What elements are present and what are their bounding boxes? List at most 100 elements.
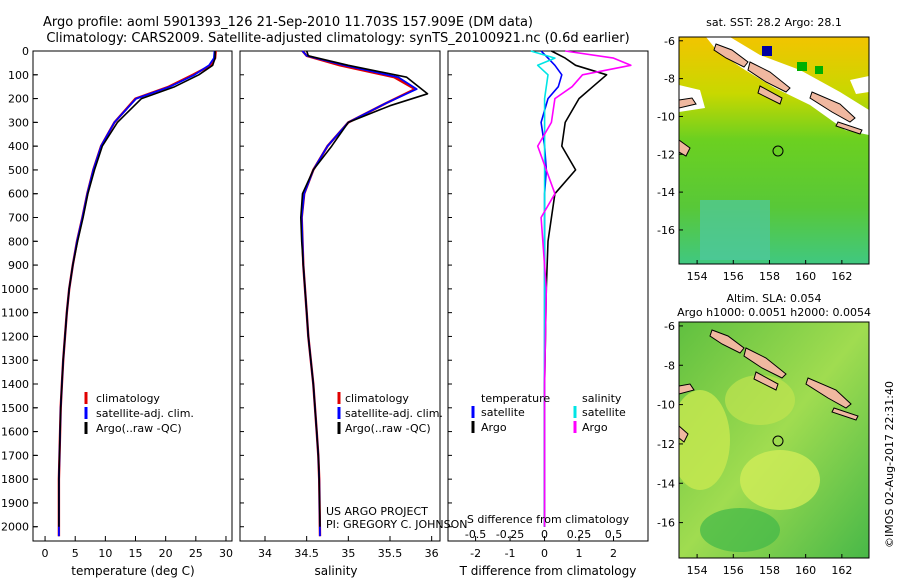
sla-map — [679, 322, 869, 558]
depth-tick-label: 1500 — [1, 402, 29, 415]
x-tick-label: 2 — [610, 547, 617, 560]
depth-tick-label: 1900 — [1, 497, 29, 510]
temperature-panel-frame — [32, 50, 233, 542]
x-tick-label: 0 — [541, 547, 548, 560]
sst-map-title: sat. SST: 28.2 Argo: 28.1 — [706, 16, 842, 29]
argo-position-marker — [772, 145, 784, 157]
depth-tick-label: 300 — [8, 116, 29, 129]
depth-tick-label: 400 — [8, 140, 29, 153]
map-y-tick-label: -12 — [657, 148, 675, 161]
x-tick-label: 35.5 — [378, 547, 403, 560]
map-y-tick-label: -16 — [657, 517, 675, 530]
map-y-tick-label: -16 — [657, 224, 675, 237]
x-tick-label: -2 — [470, 547, 481, 560]
salinity-axis-label: salinity — [314, 564, 357, 578]
sst-map-frame — [678, 36, 870, 265]
x-tick-label: -1 — [505, 547, 516, 560]
series-line-satellite-adj-clim- — [58, 50, 216, 537]
island-land — [835, 121, 863, 135]
depth-tick-label: 1200 — [1, 330, 29, 343]
map-x-tick-label: 162 — [831, 270, 852, 283]
pi-annotation: PI: GREGORY C. JOHNSON — [326, 518, 467, 531]
x-tick-label: 5 — [72, 547, 79, 560]
series-line-climatology — [57, 50, 217, 537]
series-line-s-argo — [536, 50, 632, 527]
island-land — [679, 383, 695, 395]
depth-tick-label: 1800 — [1, 473, 29, 486]
s-x-tick-label: -0.25 — [496, 528, 524, 541]
legend-label-satellite: satellite-adj. clim. — [96, 407, 194, 420]
series-line-s-satellite — [530, 50, 556, 527]
project-annotation: US ARGO PROJECT — [326, 505, 428, 518]
sla-map-frame — [678, 321, 870, 559]
map-y-tick-label: -10 — [657, 399, 675, 412]
s-x-tick-label: 0.25 — [567, 528, 592, 541]
s-difference-axis-label: S difference from climatology — [467, 513, 630, 526]
island-land — [831, 407, 859, 421]
s-x-tick-label: 0 — [541, 528, 548, 541]
salinity-profile-plot: 34 34.5 35 35.5 36 — [240, 50, 439, 560]
depth-tick-label: 0 — [22, 45, 29, 58]
island-land — [679, 139, 691, 157]
depth-tick-label: 1100 — [1, 307, 29, 320]
s-x-tick-label: 0.5 — [605, 528, 623, 541]
legend-label-t-argo: Argo — [481, 421, 507, 434]
island-land — [753, 371, 779, 391]
x-tick-label: 34.5 — [294, 547, 319, 560]
x-tick-label: 34 — [258, 547, 272, 560]
map-y-tick-label: -12 — [657, 438, 675, 451]
sst-data-pixel — [762, 46, 772, 56]
sla-map-axes: 154 156 158 160 162 -6 -8 -10 -12 -14 -16 — [657, 320, 852, 577]
map-y-tick-label: -6 — [664, 35, 675, 48]
temperature-profile-plot: 0 5 10 15 20 25 30 — [33, 50, 233, 560]
header-title: Argo profile: aoml 5901393_126 21-Sep-20… — [43, 15, 533, 30]
map-y-tick-label: -14 — [657, 477, 675, 490]
map-x-tick-label: 158 — [759, 564, 780, 577]
legend-label-t-satellite: satellite — [481, 406, 525, 419]
temperature-axis-label: temperature (deg C) — [71, 564, 194, 578]
island-land — [679, 97, 697, 109]
depth-tick-label: 900 — [8, 259, 29, 272]
depth-tick-label: 700 — [8, 212, 29, 225]
series-line-argo-raw-qc- — [299, 50, 429, 527]
depth-tick-label: 1400 — [1, 378, 29, 391]
depth-tick-label: 1700 — [1, 449, 29, 462]
depth-tick-label: 500 — [8, 164, 29, 177]
legend-label-climatology: climatology — [345, 392, 409, 405]
island-land — [805, 377, 852, 409]
x-tick-label: 0 — [42, 547, 49, 560]
island-land — [809, 91, 856, 123]
legend-label-satellite: satellite-adj. clim. — [345, 407, 443, 420]
map-x-tick-label: 156 — [723, 564, 744, 577]
sst-cool-patch — [700, 200, 770, 260]
map-x-tick-label: 160 — [795, 564, 816, 577]
salinity-panel-frame — [239, 50, 441, 542]
island-land — [713, 43, 749, 68]
sst-data-pixel — [797, 62, 807, 71]
x-tick-label: 30 — [219, 547, 233, 560]
sla-anomaly — [740, 450, 820, 510]
legend-label-climatology: climatology — [96, 392, 160, 405]
depth-tick-label: 1000 — [1, 283, 29, 296]
sla-map-subtitle: Argo h1000: 0.0051 h2000: 0.0054 — [677, 306, 871, 319]
series-line-t-argo — [543, 50, 608, 527]
sla-anomaly — [700, 508, 780, 552]
difference-panel-frame — [447, 50, 649, 542]
depth-tick-label: 800 — [8, 235, 29, 248]
map-y-tick-label: -10 — [657, 110, 675, 123]
legend-label-s-argo: Argo — [582, 421, 608, 434]
sst-cloud-mask — [850, 76, 869, 94]
depth-tick-label: 100 — [8, 69, 29, 82]
map-x-tick-label: 162 — [831, 564, 852, 577]
depth-tick-label: 1600 — [1, 426, 29, 439]
island-land — [679, 425, 689, 443]
sla-anomaly — [679, 390, 730, 490]
difference-profile-plot: -2 -1 0 1 2 -0.5 -0.25 0 0.25 0.5 — [448, 50, 632, 560]
sst-map — [679, 37, 869, 264]
depth-tick-label: 600 — [8, 188, 29, 201]
map-y-tick-label: -8 — [664, 73, 675, 86]
map-y-tick-label: -8 — [664, 359, 675, 372]
x-tick-label: 36 — [425, 547, 439, 560]
map-x-tick-label: 154 — [687, 270, 708, 283]
t-difference-axis-label: T difference from climatology — [459, 564, 637, 578]
